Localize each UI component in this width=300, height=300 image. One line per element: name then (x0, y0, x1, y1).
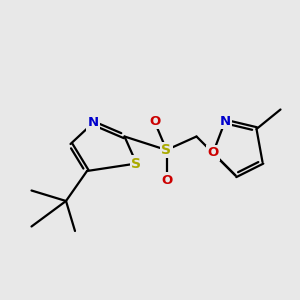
Text: S: S (161, 143, 172, 157)
Text: N: N (219, 115, 231, 128)
Text: O: O (161, 173, 172, 187)
Text: S: S (131, 157, 142, 170)
Text: N: N (87, 116, 99, 130)
Text: O: O (149, 115, 160, 128)
Text: O: O (207, 146, 219, 160)
